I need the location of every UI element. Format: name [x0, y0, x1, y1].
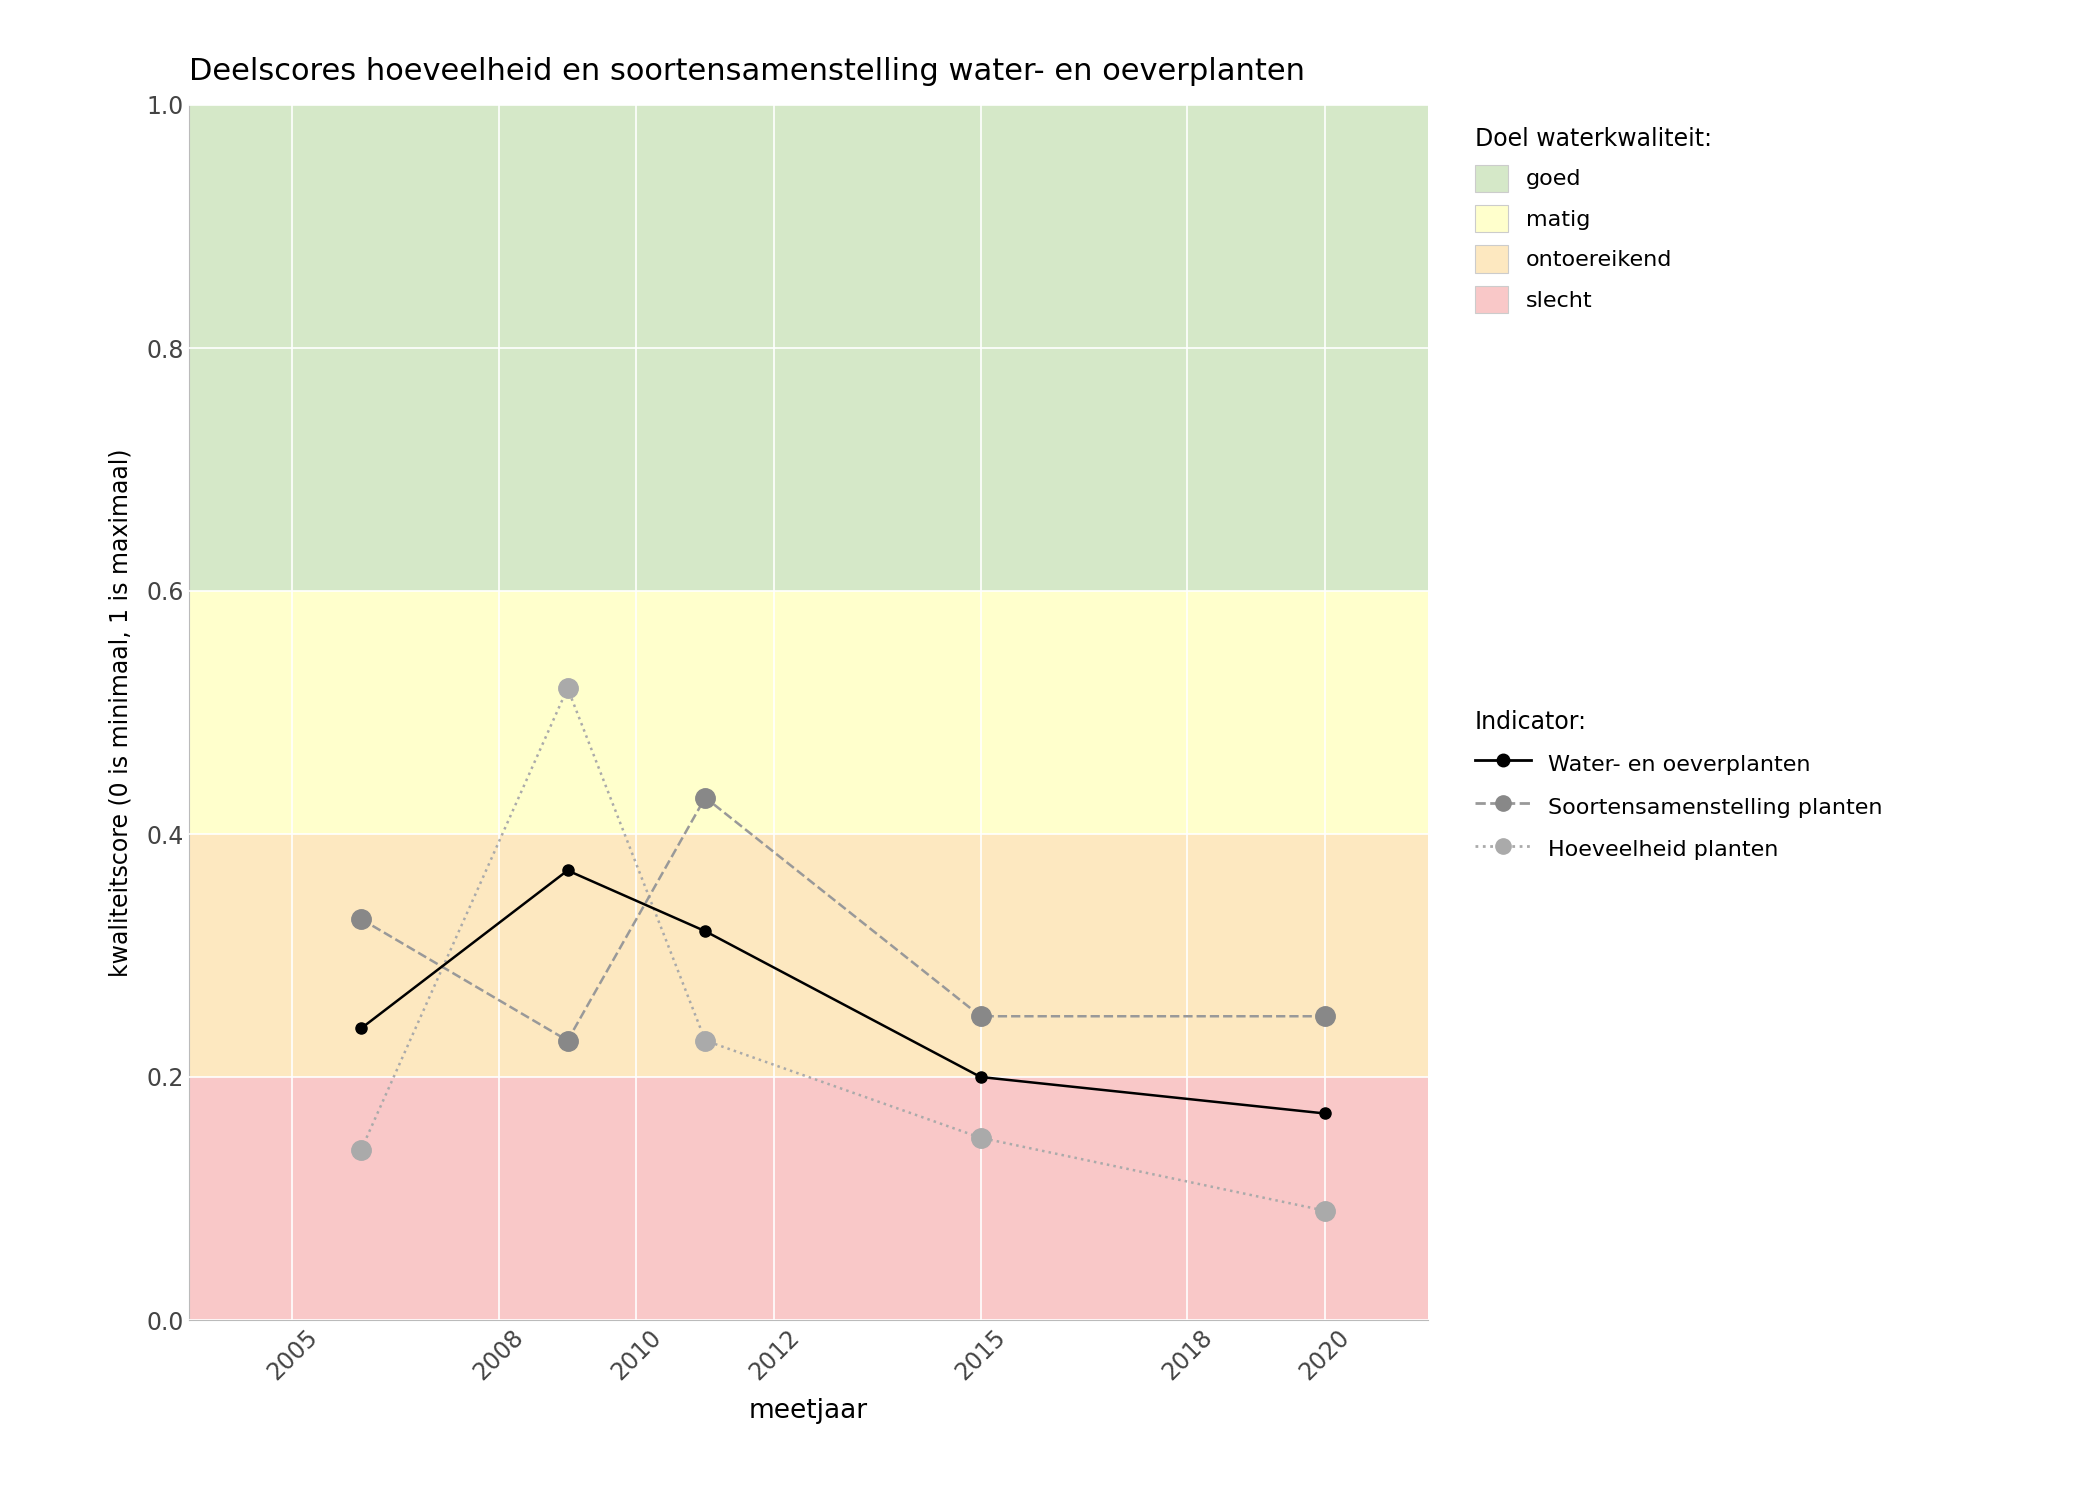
Bar — [189, 591, 1428, 834]
Text: Deelscores hoeveelheid en soortensamenstelling water- en oeverplanten: Deelscores hoeveelheid en soortensamenst… — [189, 57, 1304, 86]
Y-axis label: kwaliteitscore (0 is minimaal, 1 is maximaal): kwaliteitscore (0 is minimaal, 1 is maxi… — [109, 448, 132, 976]
X-axis label: meetjaar: meetjaar — [750, 1398, 867, 1425]
Bar — [189, 834, 1428, 1077]
Bar — [189, 1077, 1428, 1320]
Legend: Water- en oeverplanten, Soortensamenstelling planten, Hoeveelheid planten: Water- en oeverplanten, Soortensamenstel… — [1464, 699, 1894, 873]
Bar — [189, 105, 1428, 591]
